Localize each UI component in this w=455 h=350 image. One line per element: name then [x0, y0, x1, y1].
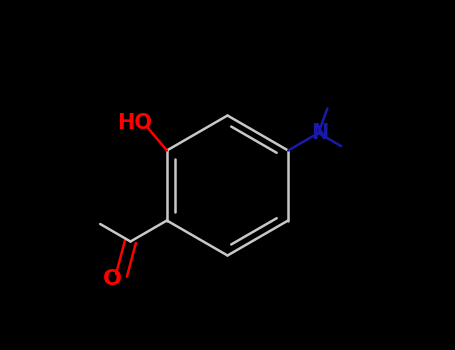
Text: HO: HO — [117, 113, 152, 133]
Text: N: N — [312, 123, 329, 143]
Text: O: O — [103, 269, 122, 289]
